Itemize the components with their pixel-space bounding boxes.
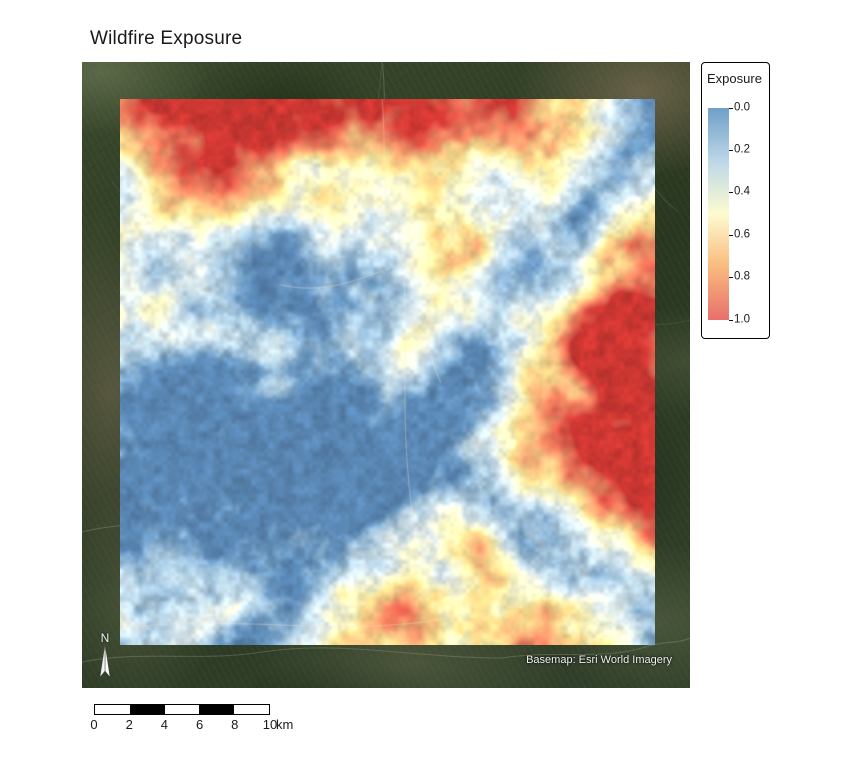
legend-tick-label: 0.4 xyxy=(734,185,750,198)
scalebar-segment xyxy=(164,705,200,714)
scalebar-label: 2 xyxy=(125,717,133,732)
legend-tick-mark xyxy=(729,234,733,236)
legend-panel[interactable]: Exposure 0.0 0.2 0.4 0.6 0.8 1.0 xyxy=(701,62,770,339)
scalebar-segment xyxy=(234,705,269,714)
scalebar-label: 0 xyxy=(90,717,98,732)
legend-tick-mark xyxy=(729,192,733,194)
legend-tick-label: 0.8 xyxy=(734,270,750,283)
legend-tick-label: 0.2 xyxy=(734,143,750,156)
scalebar-segment xyxy=(95,705,130,714)
scalebar: 0 2 4 6 8 10 km xyxy=(90,704,293,740)
scalebar-label: 4 xyxy=(160,717,169,732)
scalebar-label: 8 xyxy=(231,717,239,732)
north-arrow: N xyxy=(92,632,118,680)
legend-tick-label: 1.0 xyxy=(734,313,750,325)
scalebar-label-group: 0 2 4 6 8 10 xyxy=(90,717,277,735)
scalebar-track xyxy=(94,704,270,715)
legend-title: Exposure xyxy=(707,71,762,86)
legend-tick-mark xyxy=(729,319,733,321)
legend-tick-mark xyxy=(729,277,733,279)
legend-color-ramp xyxy=(708,108,729,320)
scalebar-label: 6 xyxy=(195,717,204,732)
legend-tick-mark xyxy=(729,107,733,109)
exposure-raster-overlay xyxy=(120,99,655,645)
legend-tick-label: 0.0 xyxy=(734,101,750,113)
exposure-raster-canvas xyxy=(120,99,655,645)
scalebar-unit-label: km xyxy=(276,717,294,732)
map-panel[interactable]: N Basemap: Esri World Imagery xyxy=(82,62,690,688)
scalebar-segment xyxy=(129,705,165,714)
page-title: Wildfire Exposure xyxy=(90,28,243,49)
legend-tick-mark xyxy=(729,149,733,151)
north-arrow-label: N xyxy=(100,631,110,645)
legend-tick-label: 0.6 xyxy=(734,228,750,241)
basemap-attribution: Basemap: Esri World Imagery xyxy=(526,654,672,666)
north-arrow-icon xyxy=(99,643,111,678)
scalebar-label: 10 xyxy=(262,717,278,732)
scalebar-segment xyxy=(199,705,235,714)
legend-tick-group: 0.0 0.2 0.4 0.6 0.8 1.0 xyxy=(729,101,771,325)
